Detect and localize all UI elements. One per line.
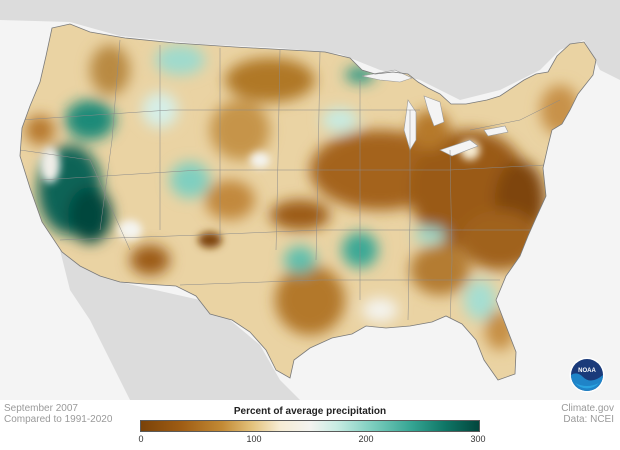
noaa-logo: NOAA [569,357,605,393]
us-outline [19,23,597,381]
legend-tick-300: 300 [470,434,486,444]
canada-landmass [0,0,620,100]
period-label: September 2007 [4,403,78,414]
baseline-label: Compared to 1991-2020 [4,414,113,425]
mexico-landmass [60,250,300,400]
state-boundaries [20,39,561,331]
noaa-logo-text: NOAA [578,368,596,374]
source-label: Data: NCEI [563,414,614,425]
legend-tick-200: 200 [358,434,374,444]
legend-tick-0: 0 [138,434,144,444]
map-meta-left: September 2007 Compared to 1991-2020 [4,403,112,425]
precipitation-map [0,0,620,400]
legend-tick-100: 100 [246,434,262,444]
map-meta-right: Climate.gov Data: NCEI [561,403,614,425]
credit-label: Climate.gov [561,403,614,414]
legend-colorbar [140,420,480,432]
great-lakes [361,69,509,157]
legend-title: Percent of average precipitation [233,406,387,417]
